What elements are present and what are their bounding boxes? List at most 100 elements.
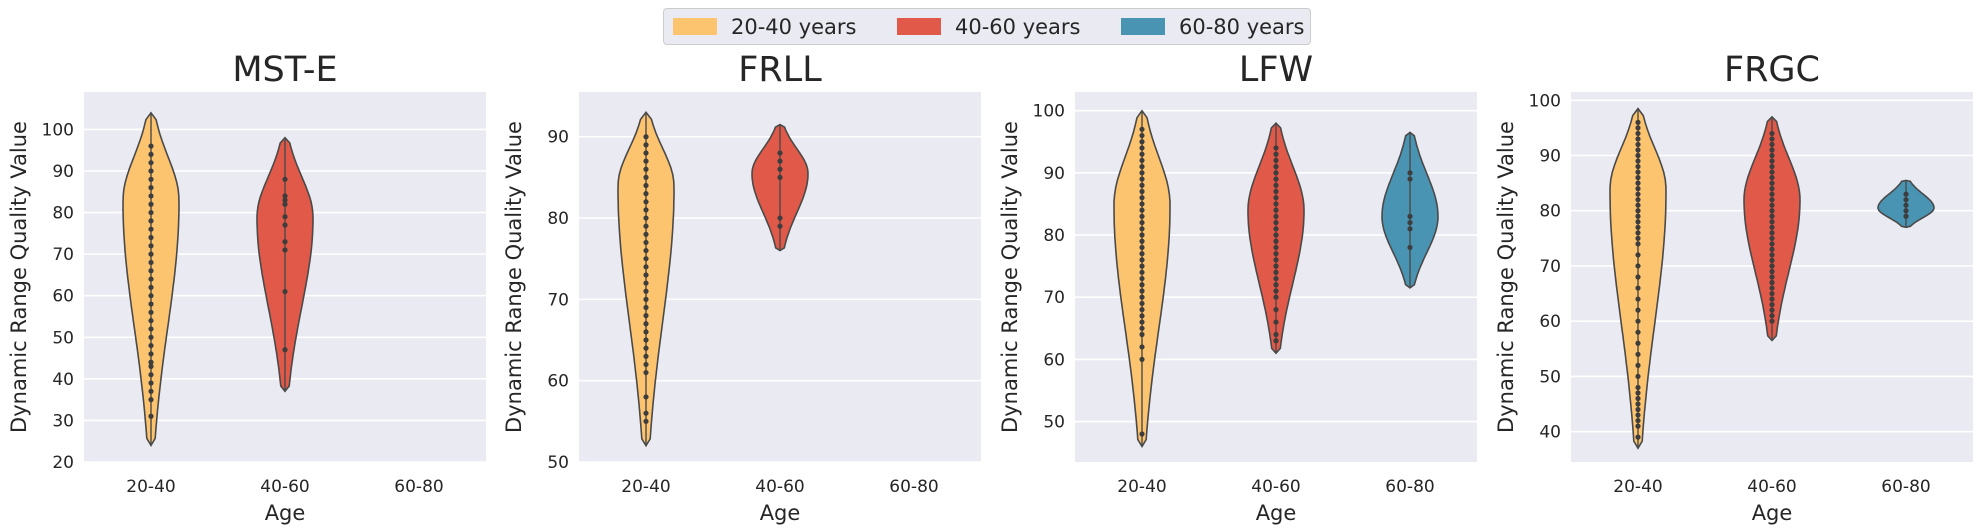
data-point xyxy=(1769,307,1775,313)
data-point xyxy=(643,239,649,246)
data-point xyxy=(1769,252,1775,258)
data-point xyxy=(1139,294,1145,300)
data-point xyxy=(1769,224,1775,230)
data-point xyxy=(1769,279,1775,286)
data-point xyxy=(1769,263,1775,269)
data-point xyxy=(1635,136,1641,142)
data-point xyxy=(1139,126,1145,132)
data-point xyxy=(1139,176,1145,182)
data-point xyxy=(1273,213,1279,219)
data-point xyxy=(1635,384,1641,391)
chart-title: FRLL xyxy=(738,50,822,90)
data-point xyxy=(1635,163,1641,170)
data-point xyxy=(1635,130,1641,137)
data-point xyxy=(1635,202,1641,208)
data-point xyxy=(1635,307,1641,313)
data-point xyxy=(1273,151,1279,157)
data-point xyxy=(1139,319,1145,325)
x-tick-label: 20-40 xyxy=(1117,477,1166,497)
data-point xyxy=(643,231,649,237)
chart-panel-3: 40 50 60 70 80 90 100 20-40 40-60 60-80 FRGC Age Dyn… xyxy=(1494,50,1973,525)
data-point xyxy=(1273,238,1279,244)
data-point xyxy=(1273,319,1279,325)
y-tick-label: 60 xyxy=(547,372,569,392)
data-point xyxy=(777,174,783,180)
data-point xyxy=(1273,263,1279,269)
data-point xyxy=(1769,180,1775,186)
data-point xyxy=(1273,338,1279,344)
y-tick-label: 80 xyxy=(52,204,74,224)
data-point xyxy=(1635,169,1641,175)
data-point xyxy=(148,201,154,207)
data-point xyxy=(1635,412,1641,418)
data-point xyxy=(1635,423,1641,429)
data-point xyxy=(1635,158,1641,164)
data-point xyxy=(282,222,288,228)
data-point xyxy=(148,363,154,369)
data-point xyxy=(1769,313,1775,319)
x-tick-label: 60-80 xyxy=(1881,477,1930,497)
y-tick-label: 90 xyxy=(1539,147,1561,167)
x-tick-label: 20-40 xyxy=(126,477,175,497)
data-point xyxy=(1903,197,1909,203)
data-point xyxy=(1635,318,1641,324)
data-point xyxy=(1769,235,1775,241)
x-tick-label: 20-40 xyxy=(621,477,670,497)
data-point xyxy=(1903,208,1909,214)
data-point xyxy=(1139,275,1145,282)
data-point xyxy=(1273,201,1279,207)
data-point xyxy=(643,264,649,270)
data-point xyxy=(282,214,288,220)
data-point xyxy=(643,280,649,286)
legend-swatch-40-60 xyxy=(897,18,941,35)
data-point xyxy=(1139,182,1145,188)
data-point xyxy=(643,337,649,343)
data-point xyxy=(1139,151,1145,157)
data-point xyxy=(1635,186,1641,192)
data-point xyxy=(643,191,649,197)
data-point xyxy=(643,418,649,424)
data-point xyxy=(1273,294,1279,300)
data-point xyxy=(643,361,649,368)
y-tick-label: 100 xyxy=(42,120,74,140)
data-point xyxy=(1139,164,1145,170)
data-point xyxy=(148,397,154,403)
y-tick-label: 50 xyxy=(547,453,569,473)
data-point xyxy=(1769,158,1775,164)
data-point xyxy=(1769,230,1775,236)
y-tick-label: 80 xyxy=(1043,226,1065,246)
legend-label: 40-60 years xyxy=(955,14,1081,39)
x-tick-label: 60-80 xyxy=(394,477,443,497)
data-point xyxy=(1139,201,1145,207)
x-tick-label: 40-60 xyxy=(1251,477,1300,497)
data-point xyxy=(1769,141,1775,148)
data-point xyxy=(282,239,288,245)
data-point xyxy=(643,296,649,302)
data-point xyxy=(148,160,154,166)
data-point xyxy=(1139,307,1145,313)
data-point xyxy=(777,215,783,221)
data-point xyxy=(1769,163,1775,170)
data-point xyxy=(1273,176,1279,182)
data-point xyxy=(643,329,649,335)
data-point xyxy=(1139,356,1145,362)
data-point xyxy=(1273,269,1279,275)
data-point xyxy=(1635,208,1641,214)
data-point xyxy=(1769,219,1775,225)
data-point xyxy=(1139,344,1145,350)
data-point xyxy=(1635,296,1641,302)
data-point xyxy=(1635,119,1641,125)
data-point xyxy=(148,413,154,419)
data-point xyxy=(643,142,649,148)
data-point xyxy=(1635,152,1641,159)
data-point xyxy=(148,334,154,340)
data-point xyxy=(643,166,649,172)
y-tick-label: 90 xyxy=(1043,164,1065,184)
legend-item-40-60: 40-60 years xyxy=(897,9,1081,44)
data-point xyxy=(282,347,288,353)
data-point xyxy=(643,215,649,221)
y-axis-label: Dynamic Range Quality Value xyxy=(502,121,526,433)
data-point xyxy=(1769,152,1775,159)
data-point xyxy=(643,321,649,327)
data-point xyxy=(1769,186,1775,192)
